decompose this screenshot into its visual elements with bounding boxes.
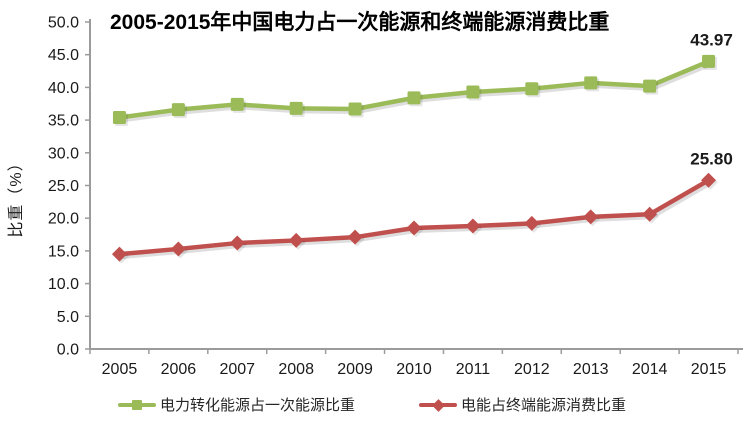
data-point-diamond-icon (111, 246, 127, 262)
x-tick-label: 2015 (691, 361, 727, 378)
data-point-square-icon (171, 103, 185, 117)
y-axis-title: 比重（%） (8, 154, 25, 238)
y-tick-label: 35.0 (48, 113, 79, 130)
data-point-square-icon (466, 85, 480, 99)
legend-label-terminal-energy-share: 电能占终端能源消费比重 (461, 397, 627, 414)
data-point-square-icon (230, 97, 244, 111)
y-tick-label: 15.0 (48, 243, 79, 260)
data-point-diamond-icon (465, 218, 481, 234)
series-line-green (119, 59, 710, 120)
data-point-square-icon (525, 82, 539, 96)
x-tick-label: 2007 (219, 361, 255, 378)
legend-item-primary-energy-share: 电力转化能源占一次能源比重 (117, 394, 355, 415)
x-tick-label: 2009 (337, 361, 373, 378)
data-point-diamond-icon (583, 209, 599, 225)
legend-square-icon (131, 399, 142, 410)
data-point-diamond-icon (229, 235, 245, 251)
y-tick-label: 50.0 (48, 15, 79, 32)
data-point-square-icon (348, 102, 362, 116)
data-point-diamond-icon (288, 232, 304, 248)
x-tick-label: 2006 (161, 361, 197, 378)
legend-label-primary-energy-share: 电力转化能源占一次能源比重 (159, 397, 355, 414)
y-tick-label: 10.0 (48, 276, 79, 293)
data-point-square-icon (407, 91, 421, 105)
y-tick-label: 25.0 (48, 178, 79, 195)
x-tick-label: 2011 (456, 361, 491, 378)
data-point-square-icon (112, 110, 126, 124)
y-tick-label: 0.0 (57, 342, 79, 359)
data-point-diamond-icon (524, 215, 540, 231)
data-point-square-icon (643, 79, 657, 93)
series-end-value-label: 25.80 (690, 149, 733, 168)
legend: 电力转化能源占一次能源比重 电能占终端能源消费比重 (0, 394, 744, 415)
legend-marker-red-diamond-icon (419, 397, 457, 413)
data-point-square-icon (289, 101, 303, 115)
y-tick-label: 5.0 (57, 309, 79, 326)
series-end-value-label: 43.97 (690, 30, 733, 49)
data-point-diamond-icon (642, 206, 658, 222)
x-tick-label: 2005 (102, 361, 138, 378)
x-tick-label: 2010 (396, 361, 432, 378)
chart-title: 2005-2015年中国电力占一次能源和终端能源消费比重 (110, 11, 610, 34)
y-tick-label: 40.0 (48, 80, 79, 97)
legend-marker-green-square-icon (117, 397, 156, 413)
x-tick-label: 2012 (514, 361, 550, 378)
y-tick-label: 45.0 (48, 47, 79, 64)
x-tick-label: 2008 (278, 361, 314, 378)
data-point-diamond-icon (406, 220, 422, 236)
series-line-red (119, 178, 710, 257)
data-point-diamond-icon (701, 172, 717, 188)
data-point-diamond-icon (347, 229, 363, 245)
legend-item-terminal-energy-share: 电能占终端能源消费比重 (419, 394, 626, 415)
y-tick-label: 20.0 (48, 211, 79, 228)
data-point-square-icon (702, 54, 716, 68)
data-point-diamond-icon (170, 241, 186, 257)
x-tick-label: 2013 (573, 361, 609, 378)
data-point-square-icon (584, 76, 598, 90)
legend-diamond-icon (432, 398, 445, 412)
x-tick-label: 2014 (632, 361, 668, 378)
y-tick-label: 30.0 (48, 145, 79, 162)
